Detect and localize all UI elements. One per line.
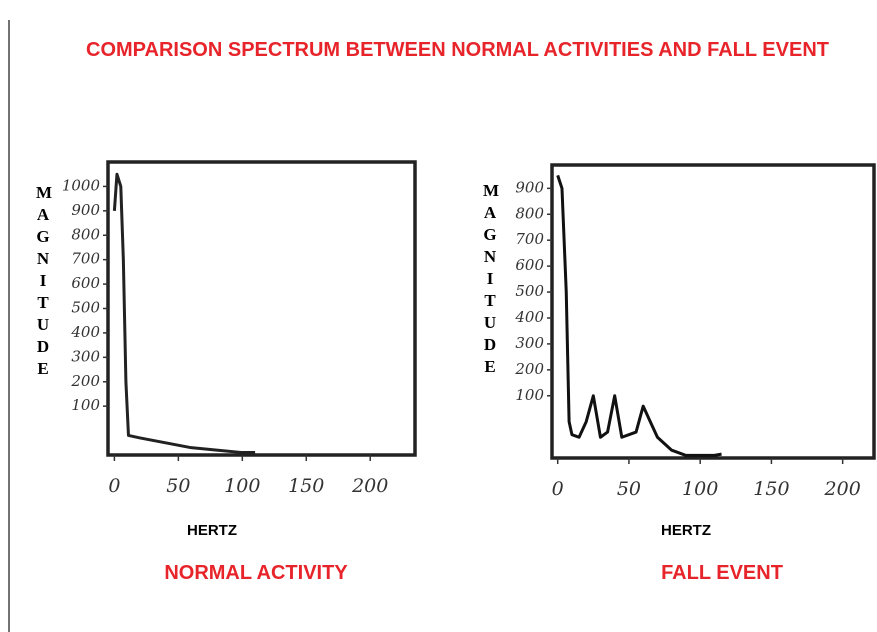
- spectrum-line: [556, 174, 722, 457]
- x-tick-label: 50: [166, 475, 190, 497]
- y-tick-label: 800: [515, 204, 544, 222]
- y-tick-label: 400: [70, 323, 100, 341]
- y-tick-label: 1000: [62, 176, 101, 194]
- page-title: COMPARISON SPECTRUM BETWEEN NORMAL ACTIV…: [86, 39, 829, 61]
- y-tick-label: 500: [71, 299, 100, 317]
- y-tick-label: 100: [515, 386, 544, 404]
- y-tick-label: 500: [515, 282, 544, 300]
- y-tick-label: 600: [71, 274, 100, 292]
- y-tick-label: 900: [515, 178, 544, 196]
- plot-frame: [106, 160, 417, 457]
- y-tick-label: 300: [71, 347, 100, 365]
- spectrum-line: [112, 172, 256, 455]
- y-tick-label: 300: [515, 334, 544, 352]
- x-tick-label: 150: [288, 475, 324, 497]
- x-tick-label: 200: [351, 475, 388, 497]
- x-axis-label: HERTZ: [187, 522, 237, 539]
- y-tick-label: 600: [515, 256, 544, 274]
- y-axis-label: MAGNITUDE: [36, 183, 53, 378]
- y-tick-label: 700: [515, 230, 544, 248]
- y-tick-label: 200: [70, 372, 100, 390]
- x-axis-label: HERTZ: [661, 522, 711, 539]
- plot-frame: [550, 163, 876, 460]
- x-tick-label: 200: [824, 478, 861, 500]
- y-tick-label: 400: [514, 308, 544, 326]
- x-tick-label: 150: [753, 478, 789, 500]
- y-tick-label: 200: [514, 360, 544, 378]
- y-axis-label: MAGNITUDE: [483, 181, 500, 376]
- x-tick-label: 0: [108, 475, 120, 497]
- chart-caption: FALL EVENT: [661, 562, 783, 584]
- x-tick-label: 50: [617, 478, 641, 500]
- x-tick-label: 100: [682, 478, 718, 500]
- chart-caption: NORMAL ACTIVITY: [164, 562, 348, 584]
- y-tick-label: 800: [71, 225, 100, 243]
- y-tick-label: 900: [71, 201, 100, 219]
- y-tick-label: 100: [71, 396, 100, 414]
- x-tick-label: 0: [552, 478, 564, 500]
- y-tick-label: 700: [71, 250, 100, 268]
- x-tick-label: 100: [224, 475, 260, 497]
